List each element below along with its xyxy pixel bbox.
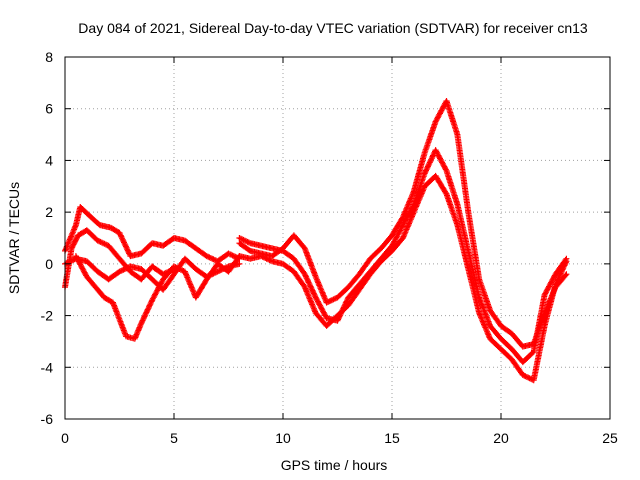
grid [65, 57, 610, 419]
y-axis-label: SDTVAR / TECUs [6, 182, 22, 294]
point-markers [236, 98, 570, 350]
x-axis-label: GPS time / hours [281, 457, 388, 473]
x-tick-label: 20 [493, 430, 509, 446]
y-tick-label: -4 [41, 359, 54, 375]
plot-frame [64, 56, 611, 420]
chart-title: Day 084 of 2021, Sidereal Day-to-day VTE… [78, 20, 588, 36]
point-markers [236, 147, 570, 366]
point-markers [72, 253, 243, 342]
y-tick-label: -2 [41, 308, 54, 324]
x-tick-label: 25 [602, 430, 618, 446]
y-tick-label: 6 [45, 101, 53, 117]
point-markers [236, 172, 570, 384]
data-points [62, 98, 570, 384]
y-tick-label: 0 [45, 256, 53, 272]
x-tick-label: 10 [275, 430, 291, 446]
axis-ticks: 0 5 10 15 20 25 -6 -4 -2 0 2 4 6 8 [41, 49, 618, 446]
y-tick-label: 2 [45, 204, 53, 220]
y-tick-label: -6 [41, 411, 54, 427]
series-track-5 [236, 98, 570, 350]
series-track-4 [72, 253, 243, 342]
series-track-6 [236, 147, 570, 366]
y-tick-label: 4 [45, 152, 53, 168]
series-track-7 [236, 172, 570, 384]
x-tick-label: 5 [170, 430, 178, 446]
x-tick-label: 0 [61, 430, 69, 446]
y-tick-label: 8 [45, 49, 53, 65]
x-tick-label: 15 [384, 430, 400, 446]
